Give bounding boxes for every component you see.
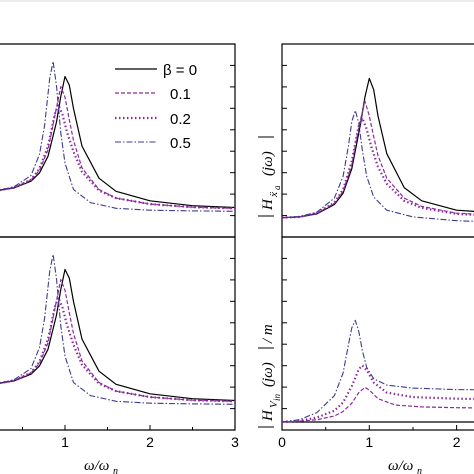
xlabel-sub: n xyxy=(417,466,422,474)
panel-bottom-left-series xyxy=(0,253,236,405)
ylabel-sub: V xyxy=(268,400,280,408)
x-tick-label: 0 xyxy=(278,434,286,450)
xlabel-main: ω/ω xyxy=(84,458,109,474)
series-line-dashdot xyxy=(281,319,474,423)
x-tick-label: 3 xyxy=(231,434,239,450)
legend-label-0-5: 0.5 xyxy=(170,135,191,152)
series-line-solid xyxy=(0,268,236,402)
panel-bottom-right-xlabel: ω/ω n xyxy=(388,458,422,474)
xlabel-main: ω/ω xyxy=(388,458,413,474)
series-line-dotted xyxy=(0,296,236,403)
legend: β = 0 0.1 0.2 0.5 xyxy=(115,62,197,152)
panel-bottom-right-series xyxy=(281,319,474,424)
ylabel-arg: (jω) xyxy=(260,362,276,387)
xlabel-sub: n xyxy=(113,466,118,474)
x-tick-label: 1 xyxy=(61,434,69,450)
panel-bottom-right: 0 1 2 ω/ω n H V in (jω) / m xyxy=(258,236,474,474)
panel-top-left: β = 0 0.1 0.2 0.5 xyxy=(0,43,236,238)
ylabel-arg: (jω) xyxy=(260,151,276,176)
panel-top-right-ticks xyxy=(282,64,287,217)
legend-label-beta0: β = 0 xyxy=(163,62,197,79)
series-line-dashdot xyxy=(0,253,236,405)
legend-label-0-2: 0.2 xyxy=(170,111,191,128)
panel-bottom-left: 0123 ω/ω n xyxy=(0,236,239,474)
x-tick-label: 2 xyxy=(453,434,461,450)
series-line-dotted xyxy=(281,364,474,424)
x-tick-label: 2 xyxy=(146,434,154,450)
series-line-dashed xyxy=(281,386,474,423)
ylabel-sub: ẍ xyxy=(268,192,280,198)
panel-bottom-left-xlabel: ω/ω n xyxy=(84,458,118,474)
panel-top-left-series xyxy=(0,60,236,212)
panel-bottom-left-axis-frame xyxy=(0,236,236,431)
series-line-dashdot xyxy=(281,109,474,222)
series-line-solid xyxy=(0,75,236,209)
panel-bottom-left-ticks: 0123 xyxy=(22,257,239,450)
panel-bottom-right-ylabel: H V in (jω) / m xyxy=(258,324,282,428)
ylabel-subsub: a xyxy=(272,185,282,190)
legend-label-0-1: 0.1 xyxy=(170,86,191,103)
ylabel-subsub: in xyxy=(272,393,282,401)
series-line-dashdot xyxy=(0,60,236,212)
series-line-solid xyxy=(281,77,474,219)
panel-top-left-ticks xyxy=(230,64,235,217)
panel-bottom-right-ticks: 0 1 2 xyxy=(278,257,461,450)
panel-top-right-series xyxy=(281,77,474,222)
ylabel-tail: / m xyxy=(260,324,276,344)
panel-bottom-right-axis-frame xyxy=(281,236,474,431)
series-line-dotted xyxy=(0,103,236,210)
x-tick-label: 1 xyxy=(365,434,373,450)
ylabel-main: H xyxy=(260,409,276,422)
panel-top-right-ylabel: H ẍ a (jω) xyxy=(258,136,282,217)
ylabel-main: H xyxy=(260,198,276,211)
